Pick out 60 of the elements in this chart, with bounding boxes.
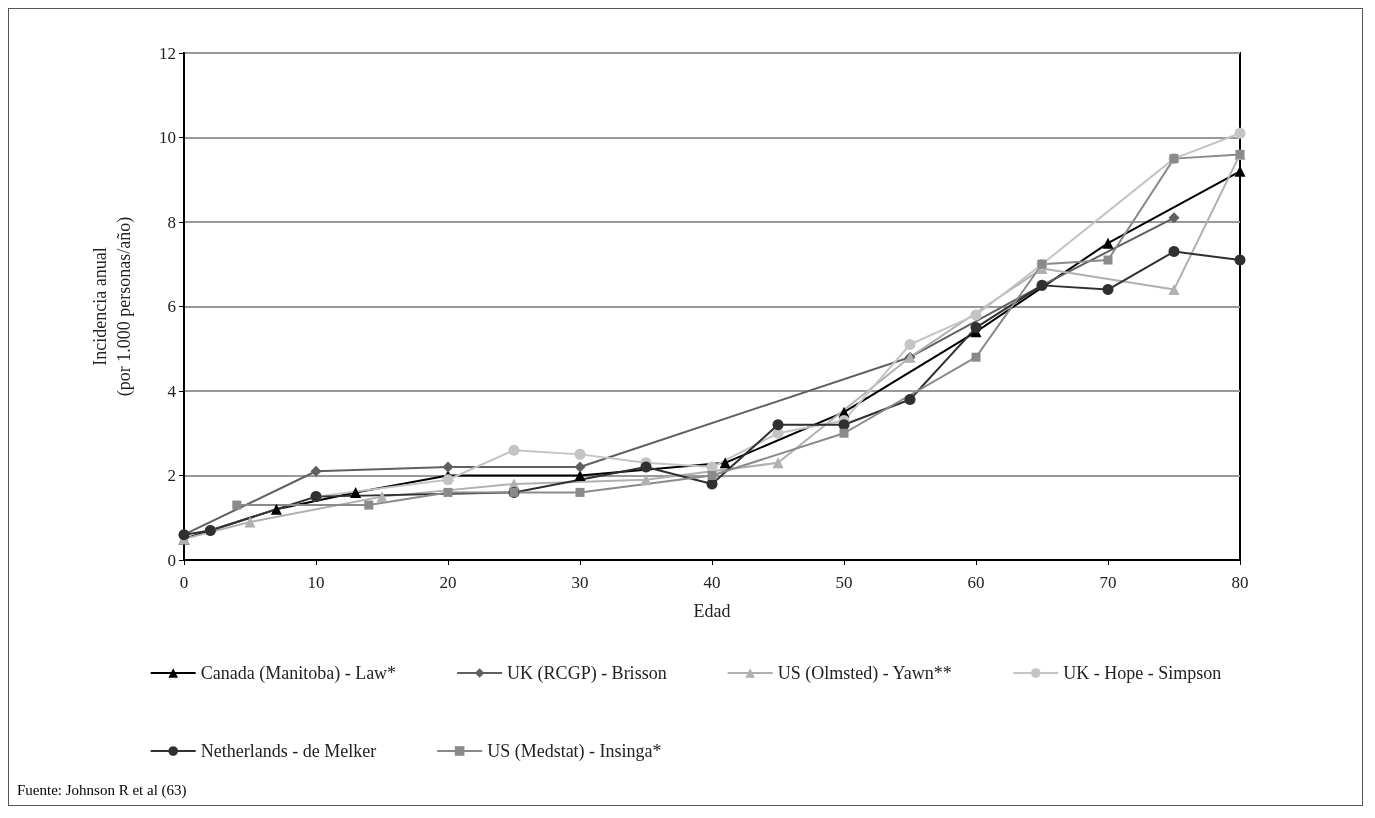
point — [707, 471, 717, 480]
point — [575, 487, 585, 497]
point — [640, 474, 652, 486]
legend-label: US (Olmsted) - Yawn** — [777, 663, 952, 684]
point — [1234, 127, 1246, 139]
point — [376, 491, 388, 503]
y-tick-label: 8 — [167, 212, 176, 232]
point — [270, 503, 282, 515]
point — [244, 516, 256, 528]
point — [971, 352, 981, 362]
point — [443, 487, 453, 497]
y-tick-label: 12 — [159, 43, 176, 63]
y-tick-label: 4 — [167, 381, 177, 401]
point — [574, 461, 586, 473]
point — [772, 457, 784, 469]
point — [904, 393, 916, 405]
point — [970, 309, 982, 321]
point — [574, 470, 586, 481]
point — [1168, 284, 1180, 296]
legend-label: UK - Hope - Simpson — [1063, 663, 1222, 683]
point — [1102, 237, 1114, 249]
point — [1168, 246, 1180, 258]
point — [442, 474, 454, 486]
point — [640, 461, 652, 473]
legend-label: Canada (Manitoba) - Law* — [200, 663, 397, 684]
x-tick-label: 40 — [703, 573, 721, 592]
y-tick-label: 10 — [159, 128, 176, 147]
y-axis-title: Incidencia anual (por 1.000 personas/año) — [90, 216, 135, 397]
point — [1168, 212, 1180, 224]
legend-label: Netherlands - de Melker — [200, 741, 377, 761]
point — [350, 486, 362, 498]
legend-label: US (Medstat) - Insinga* — [487, 741, 662, 762]
y-tick-label: 2 — [167, 466, 176, 485]
point — [508, 444, 520, 456]
x-axis-title: Edad — [693, 601, 731, 621]
y-tick-label: 6 — [167, 297, 176, 316]
point — [772, 419, 784, 431]
point — [442, 461, 454, 473]
x-tick-label: 20 — [439, 573, 457, 592]
x-tick-label: 50 — [835, 573, 853, 592]
source-note: Fuente: Johnson R et al (63) — [17, 781, 187, 799]
x-tick-label: 0 — [179, 573, 189, 592]
point — [1102, 284, 1114, 296]
point — [719, 457, 731, 469]
legend-label: UK (RCGP) - Brisson — [507, 663, 667, 684]
x-tick-label: 10 — [307, 573, 325, 592]
x-tick-label: 60 — [967, 573, 985, 592]
y-tick-label: 0 — [167, 550, 176, 570]
point — [904, 339, 916, 351]
x-tick-label: 80 — [1231, 573, 1249, 592]
point — [232, 500, 242, 510]
point — [364, 500, 374, 510]
point — [839, 428, 849, 438]
point — [1234, 254, 1246, 266]
x-tick-label: 70 — [1099, 573, 1117, 592]
point — [574, 448, 586, 460]
point — [970, 322, 982, 334]
point — [1103, 255, 1113, 265]
x-tick-label: 30 — [571, 573, 589, 592]
point — [310, 465, 322, 477]
